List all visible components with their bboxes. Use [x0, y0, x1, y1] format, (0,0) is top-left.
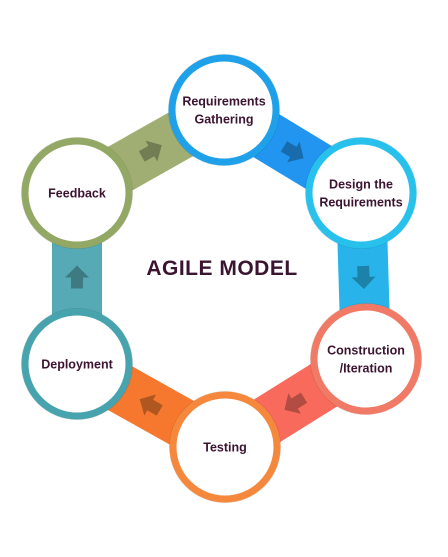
- stage-label: Requirements: [182, 95, 265, 109]
- stage-node-requirements-gathering: Requirements Gathering: [168, 54, 280, 166]
- stage-label: Deployment: [41, 358, 113, 372]
- stage-label: Testing: [203, 441, 247, 455]
- stage-label: Gathering: [194, 113, 253, 127]
- arrow-icon: [138, 140, 162, 162]
- arrow-icon: [139, 394, 163, 416]
- stage-label: Design the: [329, 178, 393, 192]
- arrow-icon: [351, 265, 376, 289]
- arrow-icon: [280, 141, 304, 163]
- stage-label: Requirements: [319, 196, 402, 210]
- stage-ring: [169, 391, 281, 503]
- stage-node-feedback: Feedback: [21, 137, 133, 249]
- stage-node-testing: Testing: [169, 391, 281, 503]
- diagram-title: AGILE MODEL: [146, 257, 297, 280]
- stage-ring: [21, 137, 133, 249]
- stage-ring: [21, 308, 133, 420]
- stage-label: Feedback: [48, 187, 106, 201]
- stage-node-design-the-requirements: Design the Requirements: [305, 137, 417, 249]
- stage-node-construction-iteration: Construction/Iteration: [310, 303, 422, 415]
- stage-ring: [310, 303, 422, 415]
- arrow-icon: [284, 392, 308, 414]
- stage-node-deployment: Deployment: [21, 308, 133, 420]
- arrow-icon: [65, 265, 89, 289]
- stage-label: /Iteration: [340, 362, 393, 376]
- stage-ring: [305, 137, 417, 249]
- stage-ring: [168, 54, 280, 166]
- stage-node-group: Requirements Gathering Design the Requireme…: [21, 54, 422, 503]
- stage-label: Construction: [327, 344, 405, 358]
